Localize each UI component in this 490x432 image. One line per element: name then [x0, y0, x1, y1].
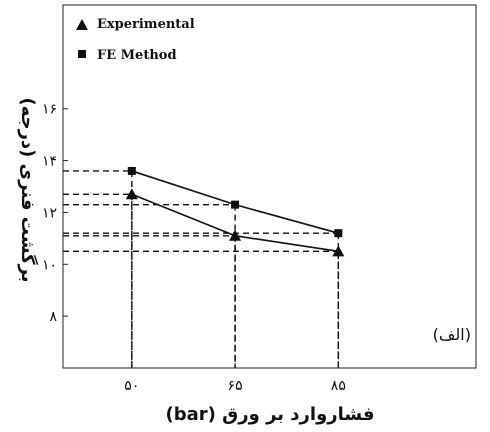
- x-axis-label: فشاروارد بر ورق (bar): [166, 404, 375, 425]
- data-markers: [125, 166, 345, 257]
- y-tick-label-16: ۱۶: [42, 102, 57, 118]
- y-axis-label: برگشت فنری (درجه): [17, 97, 39, 282]
- panel-annotation: (الف): [433, 325, 471, 344]
- legend: Experimental FE Method: [76, 17, 195, 63]
- y-tick-label-8: ۸: [49, 309, 57, 325]
- legend-marker-experimental: [76, 19, 88, 30]
- x-tick-label-50: ۵۰: [124, 378, 139, 394]
- x-tick-label-65: ۶۵: [228, 378, 243, 394]
- y-ticks: ۸ ۱۰ ۱۲ ۱۴ ۱۶: [42, 102, 68, 325]
- legend-marker-fe: [78, 50, 86, 58]
- marker-triangle-2: [332, 245, 345, 257]
- y-tick-label-10: ۱۰: [42, 257, 57, 273]
- legend-label-fe: FE Method: [97, 48, 177, 63]
- x-ticks: ۵۰ ۶۵ ۸۵: [124, 363, 346, 394]
- guide-lines: [63, 170, 340, 368]
- y-tick-label-14: ۱۴: [42, 154, 57, 170]
- legend-label-experimental: Experimental: [97, 17, 195, 32]
- marker-triangle-1: [229, 229, 242, 241]
- y-tick-label-12: ۱۲: [42, 205, 57, 221]
- x-tick-label-80: ۸۵: [331, 378, 346, 394]
- marker-square-0: [127, 166, 136, 175]
- marker-triangle-0: [125, 188, 138, 200]
- marker-square-1: [231, 200, 240, 209]
- plot-frame: [62, 4, 477, 369]
- marker-square-2: [334, 229, 343, 238]
